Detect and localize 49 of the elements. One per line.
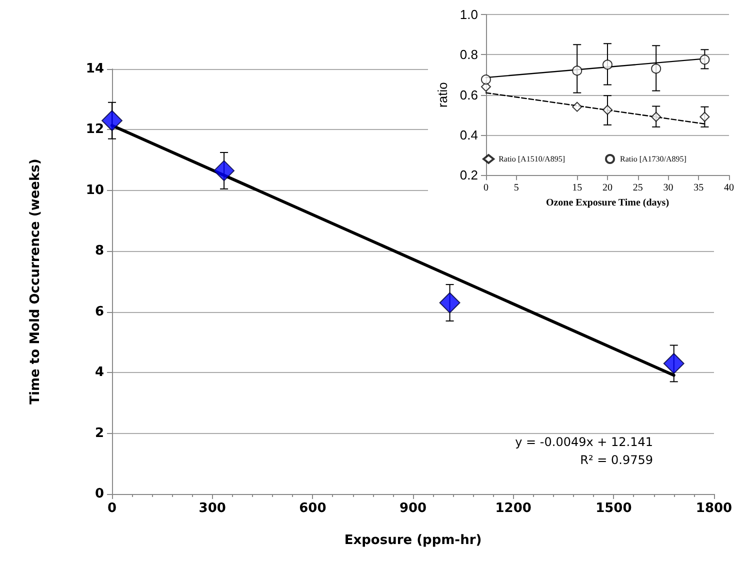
x-tick-label: 35 [694, 182, 704, 194]
point [663, 352, 684, 374]
legend-label: Ratio [A1730/A895] [620, 154, 687, 164]
point [572, 66, 582, 76]
point [214, 160, 235, 182]
point [439, 292, 460, 314]
x-tick-label: 5 [514, 182, 519, 194]
point [651, 112, 662, 122]
y-tick-label: 0.8 [460, 47, 478, 62]
legend-label: Ratio [A1510/A895] [498, 154, 566, 164]
y-tick-label: 4 [94, 365, 104, 380]
x-tick-label: 20 [602, 182, 612, 194]
point [602, 104, 612, 115]
y-tick-label: 12 [86, 122, 104, 138]
x-tick-label: 600 [299, 501, 326, 516]
x-axis-title: Exposure (ppm-hr) [344, 533, 482, 548]
x-tick-label: 900 [399, 501, 427, 516]
y-axis-title: Time to Mold Occurrence (weeks) [28, 158, 43, 404]
y-tick-label: 0.4 [460, 127, 478, 142]
x-tick-label: 15 [572, 182, 582, 194]
x-tick-label: 1800 [696, 501, 732, 516]
x-tick-label: 30 [663, 182, 674, 194]
point [700, 54, 710, 65]
x-tick-label: 1200 [495, 501, 532, 516]
point [480, 74, 491, 85]
y-tick-label: 1.0 [460, 7, 478, 22]
y-tick-label: 0 [94, 486, 104, 502]
y-tick-label: 14 [86, 62, 104, 76]
point [700, 112, 710, 122]
x-tick-label: 0 [483, 182, 488, 194]
x-tick-label: 0 [107, 501, 117, 516]
y-tick-label: 2 [94, 426, 104, 441]
point [651, 64, 662, 74]
annotation: R² = 0.9759 [580, 453, 654, 467]
x-tick-label: 300 [198, 501, 226, 516]
y-tick-label: 6 [94, 304, 104, 320]
y-axis-title: ratio [435, 82, 450, 108]
y-tick-label: 0.2 [460, 168, 478, 183]
point [102, 110, 122, 132]
point [572, 102, 582, 112]
y-tick-label: 10 [86, 182, 104, 198]
annotation: y = -0.0049x + 12.141 [515, 435, 654, 449]
y-tick-label: 0.6 [460, 87, 478, 102]
y-tick-label: 8 [94, 244, 104, 259]
x-tick-label: 25 [632, 182, 643, 194]
point [602, 60, 612, 70]
x-tick-label: 40 [724, 182, 734, 194]
x-tick-label: 1500 [596, 501, 632, 516]
x-axis-title: Ozone Exposure Time (days) [546, 198, 670, 208]
